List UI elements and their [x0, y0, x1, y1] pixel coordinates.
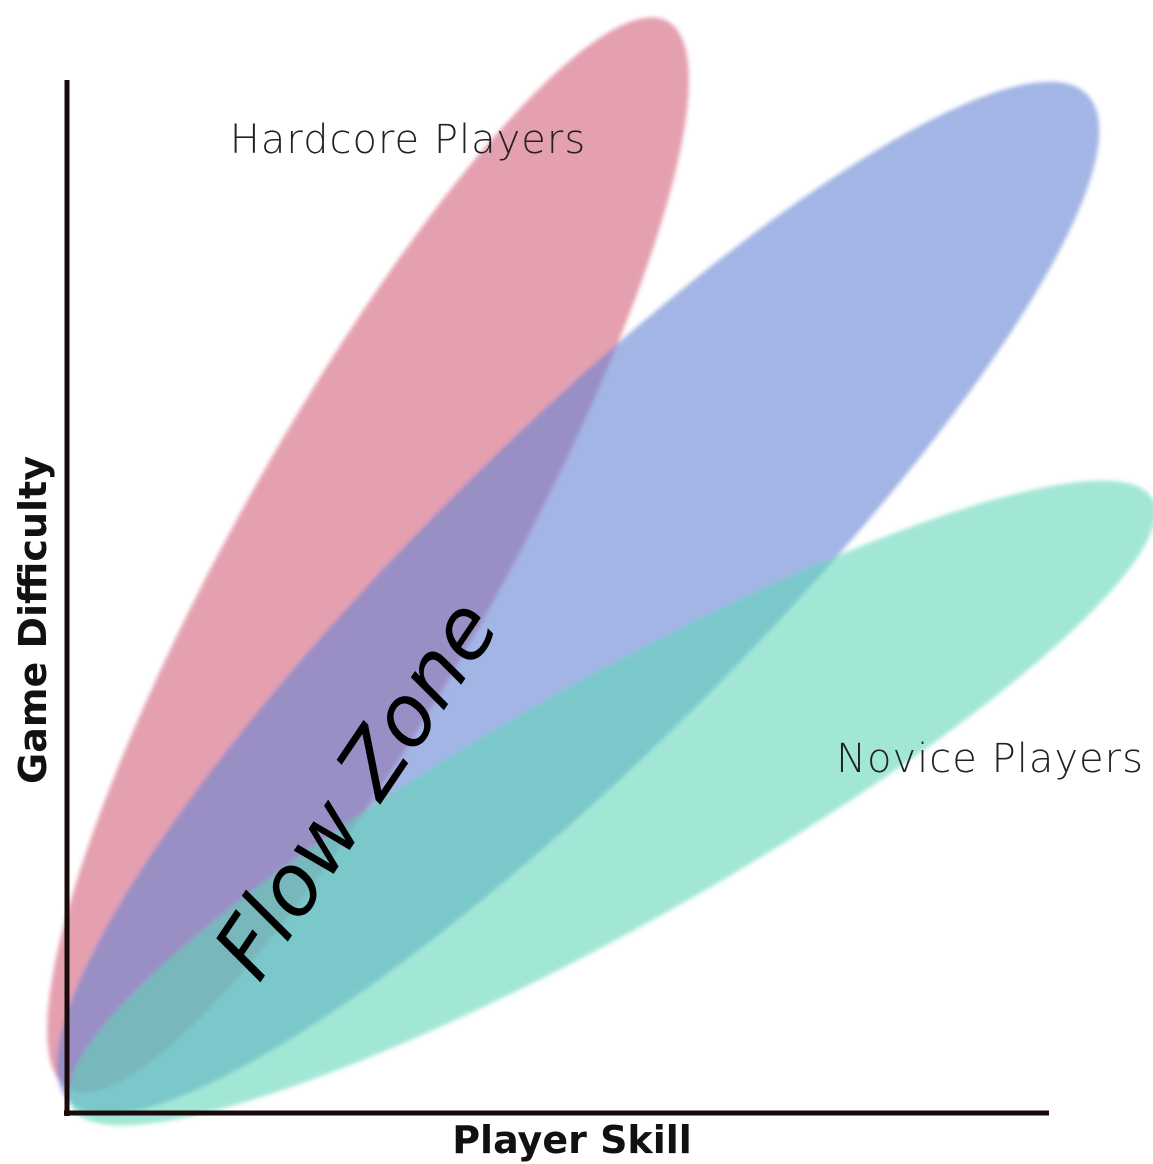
x-axis-label: Player Skill	[452, 1118, 692, 1162]
region-label: Novice Players	[836, 736, 1144, 782]
region-label: Hardcore Players	[230, 117, 586, 163]
y-axis-label: Game Difficulty	[11, 456, 55, 784]
novice-region	[68, 480, 1153, 1126]
